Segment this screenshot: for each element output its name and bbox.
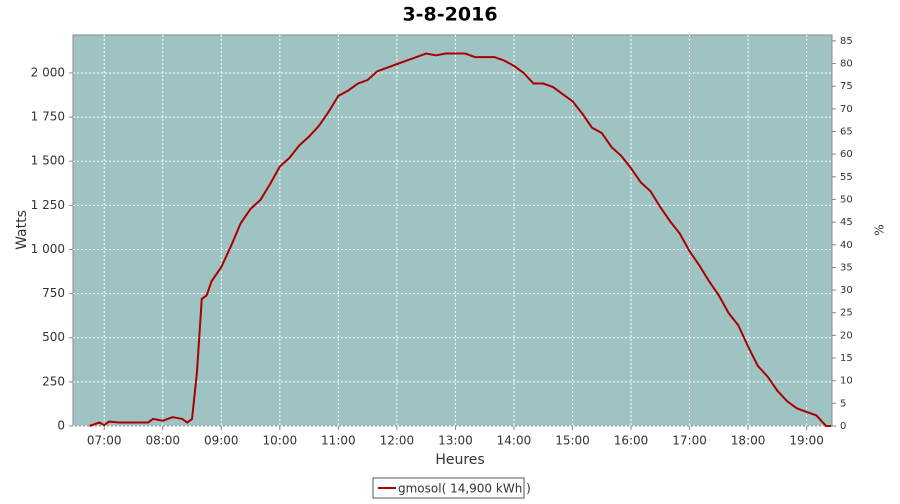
- y-tick-label: 1 750: [31, 110, 65, 124]
- y2-tick-label: 15: [840, 353, 853, 364]
- y2-tick-label: 40: [840, 240, 853, 251]
- x-tick-label: 13:00: [438, 434, 473, 448]
- y2-axis-label: %: [873, 224, 887, 235]
- y2-tick-label: 85: [840, 36, 853, 47]
- y-tick-label: 1 000: [31, 242, 65, 256]
- data-line: [89, 52, 832, 427]
- y2-tick-label: 20: [840, 330, 853, 341]
- y2-tick-label: 45: [840, 217, 853, 228]
- y2-tick-label: 0: [840, 421, 846, 432]
- y-axis-label: Watts: [14, 210, 30, 250]
- x-tick-label: 07:00: [87, 434, 122, 448]
- x-tick-label: 18:00: [731, 434, 766, 448]
- y-tick-label: 1 250: [31, 198, 65, 212]
- y2-tick-label: 5: [840, 398, 846, 409]
- chart-title: 3-8-2016: [402, 4, 497, 26]
- legend-label: gmosol( 14,900 kWh ): [398, 482, 531, 496]
- x-tick-label: 14:00: [497, 434, 532, 448]
- y2-tick-label: 80: [840, 59, 853, 70]
- y-tick-label: 750: [42, 286, 65, 300]
- legend: [372, 477, 525, 499]
- y-tick-label: 1 500: [31, 154, 65, 168]
- y-tick-label: 0: [57, 419, 65, 433]
- x-tick-label: 12:00: [380, 434, 415, 448]
- y2-tick-label: 35: [840, 262, 853, 273]
- x-tick-label: 11:00: [321, 434, 356, 448]
- y-tick-label: 500: [42, 330, 65, 344]
- x-tick-label: 10:00: [263, 434, 298, 448]
- y2-tick-label: 25: [840, 308, 853, 319]
- x-tick-label: 15:00: [555, 434, 590, 448]
- x-tick-label: 09:00: [204, 434, 239, 448]
- y2-tick-label: 65: [840, 127, 853, 138]
- x-axis-label: Heures: [435, 452, 484, 468]
- plot-area: [72, 34, 833, 427]
- y-tick-label: 250: [42, 374, 65, 388]
- y2-tick-label: 55: [840, 172, 853, 183]
- x-tick-label: 08:00: [145, 434, 180, 448]
- x-tick-label: 17:00: [672, 434, 707, 448]
- y2-tick-label: 70: [840, 104, 853, 115]
- y2-tick-label: 75: [840, 81, 853, 92]
- x-tick-label: 16:00: [614, 434, 649, 448]
- y2-tick-label: 10: [840, 376, 853, 387]
- y-tick-label: 2 000: [31, 65, 65, 79]
- y2-tick-label: 30: [840, 285, 853, 296]
- x-tick-label: 19:00: [789, 434, 824, 448]
- y2-tick-label: 60: [840, 149, 853, 160]
- y2-tick-label: 50: [840, 194, 853, 205]
